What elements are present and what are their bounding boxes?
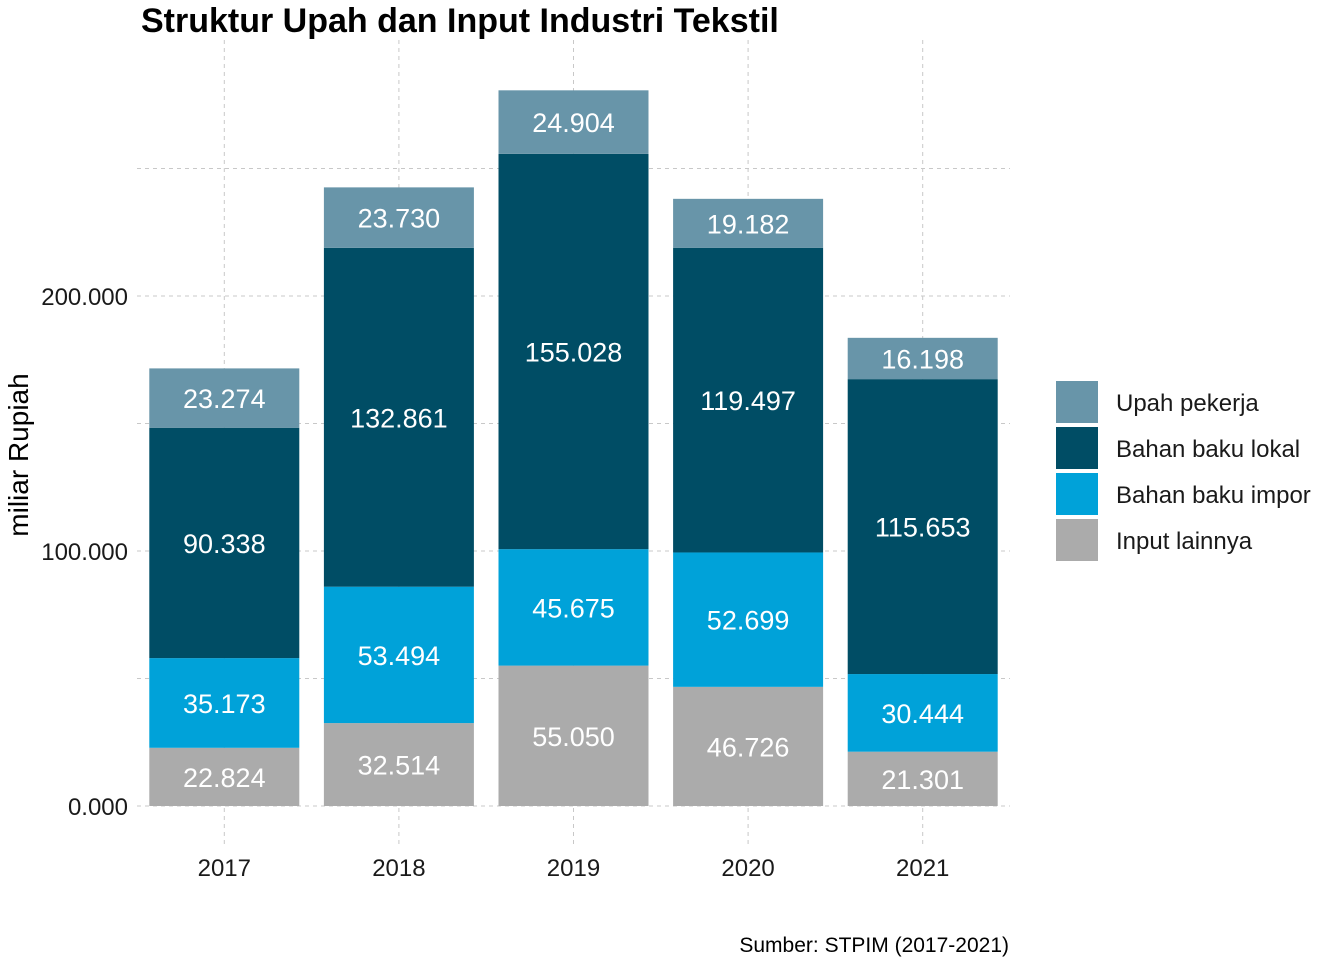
bar-value-label: 115.653: [875, 513, 971, 543]
bar-value-label: 22.824: [183, 763, 266, 793]
bar-value-label: 46.726: [707, 732, 790, 762]
legend-item: Bahan baku lokal: [1056, 427, 1300, 469]
legend-label: Bahan baku lokal: [1116, 436, 1300, 463]
bar-segment: [323, 586, 474, 724]
legend-swatch: [1056, 473, 1098, 515]
bar-value-label: 32.514: [358, 751, 441, 781]
bar-value-label: 35.173: [183, 689, 266, 719]
bar-value-label: 30.444: [881, 699, 964, 729]
bar-segment: [323, 723, 474, 806]
bar-segment: [673, 198, 824, 248]
bar-value-label: 90.338: [183, 529, 266, 559]
chart-title: Struktur Upah dan Input Industri Tekstil: [141, 2, 779, 40]
bar-segment: [323, 247, 474, 587]
legend-label: Input lainnya: [1116, 528, 1253, 555]
x-axis: 2017 2018 2019 2020 2021: [198, 855, 950, 882]
bars: [149, 90, 998, 806]
bar-segment: [498, 665, 649, 806]
legend: Upah pekerja Bahan baku lokal Bahan baku i…: [1056, 381, 1311, 561]
legend-swatch: [1056, 381, 1098, 423]
bar-segment: [498, 153, 649, 550]
legend-item: Bahan baku impor: [1056, 473, 1311, 515]
legend-swatch: [1056, 427, 1098, 469]
bar-value-label: 52.699: [707, 606, 790, 636]
y-tick-label: 0.000: [68, 794, 128, 821]
x-tick-label: 2021: [896, 855, 949, 882]
y-axis: 0.000 100.000 200.000: [41, 284, 128, 821]
x-tick-label: 2017: [198, 855, 251, 882]
bar-value-label: 23.730: [358, 204, 441, 234]
legend-item: Input lainnya: [1056, 519, 1253, 561]
bar-segment: [673, 552, 824, 687]
legend-item: Upah pekerja: [1056, 381, 1259, 423]
x-tick-label: 2020: [721, 855, 774, 882]
bar-value-labels: 22.824 35.173 90.338 23.274 32.514 53.494 132.…: [183, 108, 971, 795]
x-tick-label: 2019: [547, 855, 600, 882]
legend-label: Upah pekerja: [1116, 390, 1259, 417]
bar-value-label: 132.861: [350, 403, 448, 433]
bar-segment: [847, 379, 998, 675]
bar-value-label: 19.182: [707, 209, 790, 239]
bar-segment: [847, 337, 998, 380]
bar-value-label: 16.198: [881, 344, 964, 374]
bar-value-label: 155.028: [525, 337, 623, 367]
bar-segment: [673, 247, 824, 553]
bar-segment: [149, 427, 300, 659]
legend-label: Bahan baku impor: [1116, 482, 1311, 509]
bar-value-label: 23.274: [183, 384, 266, 414]
bar-segment: [847, 674, 998, 752]
bar-value-label: 119.497: [700, 386, 796, 416]
x-tick-label: 2018: [372, 855, 425, 882]
bar-segment: [323, 187, 474, 248]
bar-value-label: 53.494: [358, 641, 441, 671]
y-axis-title: miliar Rupiah: [3, 373, 34, 536]
legend-swatch: [1056, 519, 1098, 561]
bar-segment: [498, 90, 649, 154]
bar-segment: [149, 658, 300, 748]
bar-segment: [149, 747, 300, 806]
bar-value-label: 45.675: [532, 593, 615, 623]
bar-value-label: 21.301: [881, 765, 964, 795]
bar-value-label: 24.904: [532, 108, 615, 138]
bar-segment: [673, 686, 824, 806]
bar-value-label: 55.050: [532, 722, 615, 752]
bar-segment: [847, 751, 998, 806]
bar-segment: [149, 368, 300, 428]
source-caption: Sumber: STPIM (2017-2021): [739, 934, 1009, 957]
y-tick-label: 100.000: [41, 539, 128, 566]
bar-segment: [498, 549, 649, 666]
y-tick-label: 200.000: [41, 284, 128, 311]
